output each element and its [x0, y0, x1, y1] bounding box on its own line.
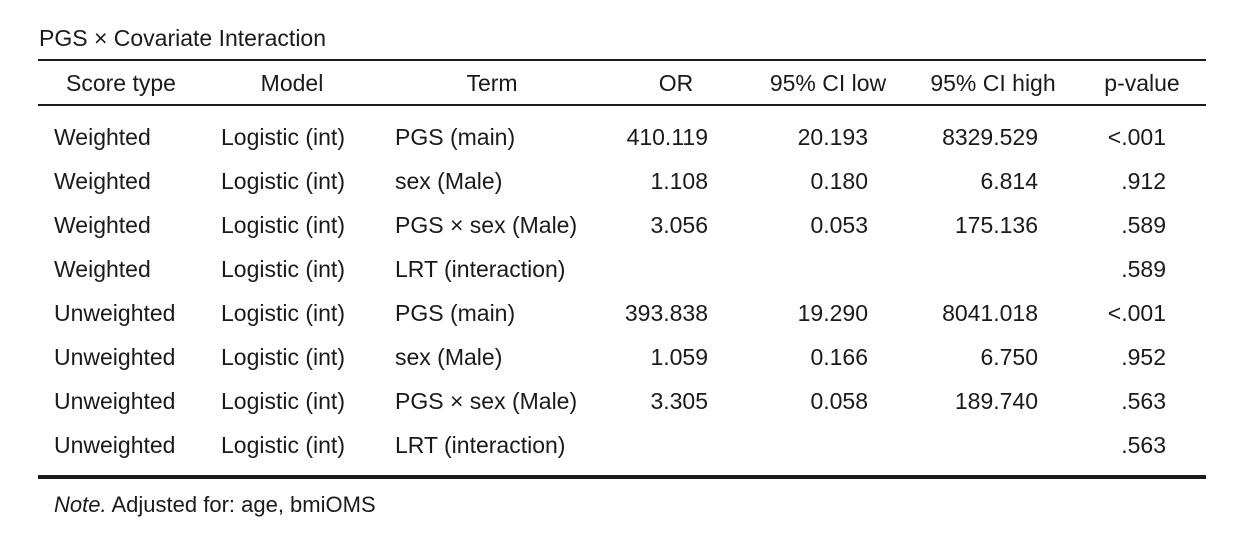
cell-ci-low: 0.166 [810, 344, 868, 370]
header-p-value: p-value [1104, 70, 1180, 96]
cell-model: Logistic (int) [221, 168, 345, 194]
cell-score-type: Weighted [54, 256, 151, 282]
cell-score-type: Unweighted [54, 344, 176, 370]
cell-ci-high: 6.814 [980, 168, 1038, 194]
cell-model: Logistic (int) [221, 256, 345, 282]
cell-ci-low: 0.058 [810, 388, 868, 414]
cell-p-value: <.001 [1107, 124, 1166, 150]
cell-ci-high: 189.740 [954, 388, 1038, 414]
cell-p-value: .563 [1121, 432, 1166, 458]
cell-term: PGS (main) [395, 124, 516, 150]
cell-model: Logistic (int) [221, 432, 345, 458]
cell-or: 3.305 [650, 388, 708, 414]
table-note: Note. Adjusted for: age, bmiOMS [54, 490, 376, 520]
cell-model: Logistic (int) [221, 300, 345, 326]
cell-p-value: .589 [1121, 212, 1166, 238]
cell-ci-low: 0.180 [810, 168, 868, 194]
cell-ci-low: 20.193 [797, 124, 868, 150]
cell-score-type: Weighted [54, 124, 151, 150]
cell-ci-high: 6.750 [980, 344, 1038, 370]
table-bottom-rule [38, 475, 1206, 479]
cell-term: LRT (interaction) [395, 432, 566, 458]
cell-model: Logistic (int) [221, 212, 345, 238]
cell-p-value: <.001 [1107, 300, 1166, 326]
cell-score-type: Unweighted [54, 300, 176, 326]
cell-ci-low: 0.053 [810, 212, 868, 238]
note-label: Note. [54, 492, 107, 517]
cell-ci-high: 175.136 [954, 212, 1038, 238]
cell-p-value: .952 [1121, 344, 1166, 370]
table-header-rule [38, 104, 1206, 106]
header-score-type: Score type [66, 70, 176, 96]
cell-model: Logistic (int) [221, 344, 345, 370]
header-term: Term [466, 70, 518, 96]
cell-term: PGS × sex (Male) [395, 388, 578, 414]
table-title: PGS × Covariate Interaction [39, 25, 327, 51]
cell-score-type: Weighted [54, 212, 151, 238]
cell-p-value: .912 [1121, 168, 1166, 194]
cell-term: LRT (interaction) [395, 256, 566, 282]
header-ci-low: 95% CI low [769, 70, 887, 96]
cell-term: PGS (main) [395, 300, 516, 326]
cell-term: PGS × sex (Male) [395, 212, 578, 238]
cell-or: 393.838 [624, 300, 708, 326]
cell-or: 3.056 [650, 212, 708, 238]
cell-score-type: Unweighted [54, 388, 176, 414]
cell-term: sex (Male) [395, 344, 503, 370]
cell-p-value: .563 [1121, 388, 1166, 414]
header-ci-high: 95% CI high [930, 70, 1056, 96]
header-model: Model [260, 70, 324, 96]
cell-ci-high: 8329.529 [942, 124, 1038, 150]
cell-or: 1.108 [650, 168, 708, 194]
cell-score-type: Weighted [54, 168, 151, 194]
cell-or: 410.119 [626, 124, 708, 150]
cell-or: 1.059 [650, 344, 708, 370]
cell-score-type: Unweighted [54, 432, 176, 458]
cell-model: Logistic (int) [221, 124, 345, 150]
header-or: OR [658, 70, 694, 96]
note-text: Adjusted for: age, bmiOMS [111, 492, 376, 517]
cell-term: sex (Male) [395, 168, 503, 194]
table-top-rule [38, 59, 1206, 61]
cell-p-value: .589 [1121, 256, 1166, 282]
cell-ci-low: 19.290 [797, 300, 868, 326]
cell-model: Logistic (int) [221, 388, 345, 414]
cell-ci-high: 8041.018 [942, 300, 1038, 326]
